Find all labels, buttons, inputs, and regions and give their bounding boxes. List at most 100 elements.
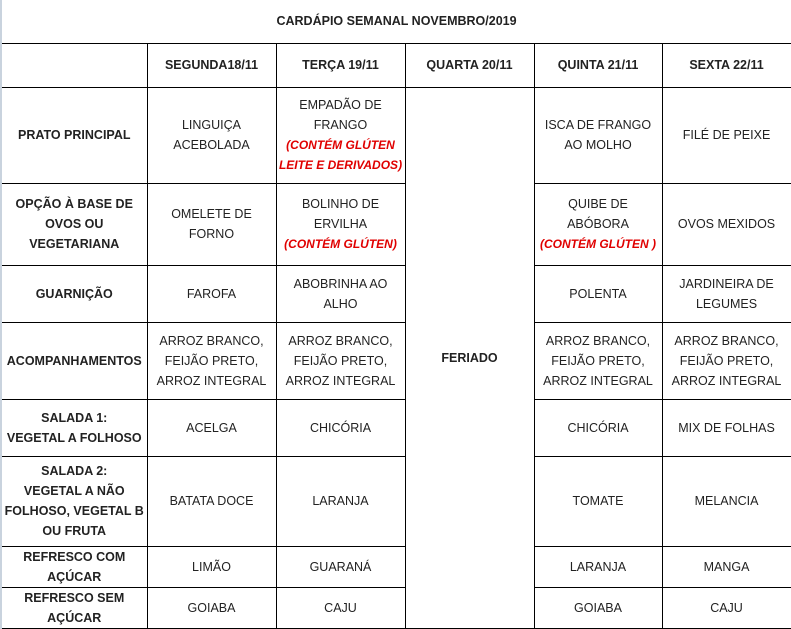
cell-text: LARANJA <box>569 559 627 574</box>
cell-text: LEGUMES <box>695 296 758 311</box>
cell-text: JARDINEIRA DE <box>679 276 774 291</box>
table-row: SALADA 2: VEGETAL A NÃO FOLHOSO, VEGETAL B… <box>0 455 791 547</box>
cell-text: ACELGA <box>186 420 237 435</box>
row-label: PRATO PRINCIPAL <box>0 86 148 184</box>
cell-text: OU FRUTA <box>42 524 107 538</box>
cell-text: CAJU <box>710 600 743 615</box>
column-header: SEXTA 22/11 <box>661 42 791 88</box>
cell-text: PRATO PRINCIPAL <box>17 128 131 142</box>
menu-cell: FAROFA <box>146 264 277 323</box>
menu-cell: BATATA DOCE <box>146 455 277 547</box>
menu-cell: LIMÃO <box>146 545 277 588</box>
menu-cell: LARANJA <box>275 455 406 547</box>
cell-text: ARROZ BRANCO, <box>159 333 264 348</box>
menu-cell: OVOS MEXIDOS <box>661 182 791 266</box>
table-row: OPÇÃO À BASE DE OVOS OU VEGETARIANA OMELETE… <box>0 182 791 266</box>
cell-text: ARROZ INTEGRAL <box>156 373 267 388</box>
row-label: ACOMPANHAMENTOS <box>0 321 148 400</box>
cell-text: FRANGO <box>313 118 368 132</box>
menu-cell: CHICÓRIA <box>533 398 663 457</box>
cell-text: ISCA DE FRANGO <box>544 118 652 132</box>
row-label: SALADA 1: VEGETAL A FOLHOSO <box>0 398 148 457</box>
cell-text: BATATA DOCE <box>169 494 254 508</box>
cell-text: FILÉ DE PEIXE <box>682 128 771 142</box>
menu-cell: ISCA DE FRANGO AO MOLHO <box>533 86 663 184</box>
menu-cell: CHICÓRIA <box>275 398 406 457</box>
table-row: REFRESCO SEM AÇÚCAR GOIABA CAJU GOIABA CAJU <box>0 586 791 629</box>
table-row: PRATO PRINCIPAL LINGUIÇA ACEBOLADA EMPADÃO … <box>0 86 791 629</box>
allergen-note: (CONTÉM GLÚTEN) <box>284 237 397 251</box>
menu-cell: JARDINEIRA DE LEGUMES <box>661 264 791 323</box>
cell-text: ERVILHA <box>313 217 368 231</box>
cell-text: GUARANÁ <box>309 559 372 574</box>
column-header <box>0 42 148 88</box>
cell-text: VEGETAL A FOLHOSO <box>6 430 142 445</box>
allergen-note: (CONTÉM GLÚTEN <box>286 138 395 152</box>
menu-cell: LINGUIÇA ACEBOLADA <box>146 86 277 184</box>
menu-cell: ARROZ BRANCO, FEIJÃO PRETO, ARROZ INTEGRAL <box>275 321 406 400</box>
holiday-cell: FERIADO <box>404 86 535 629</box>
row-label: SALADA 2: VEGETAL A NÃO FOLHOSO, VEGETAL B… <box>0 455 148 547</box>
menu-cell: GOIABA <box>146 586 277 629</box>
cell-text: REFRESCO SEM <box>24 590 125 605</box>
column-header: QUARTA 20/11 <box>404 42 535 88</box>
cell-text: OVOS MEXIDOS <box>677 217 776 231</box>
menu-cell: GOIABA <box>533 586 663 629</box>
cell-text: QUIBE DE ABÓBORA <box>567 197 629 231</box>
cell-text: ARROZ INTEGRAL <box>671 373 782 388</box>
cell-text: OMELETE DE FORNO <box>171 207 252 241</box>
cell-text: FEIJÃO PRETO, <box>293 353 388 368</box>
cell-text: AÇÚCAR <box>47 569 102 584</box>
cell-text: FOLHOSO, VEGETAL B <box>4 504 144 518</box>
cell-text: VEGETAL A NÃO <box>23 484 125 498</box>
cell-text: GUARNIÇÃO <box>35 286 113 301</box>
cell-text: LARANJA <box>312 494 369 508</box>
cell-text: TOMATE <box>572 494 624 508</box>
menu-cell: ARROZ BRANCO, FEIJÃO PRETO, ARROZ INTEGRAL <box>533 321 663 400</box>
menu-cell: POLENTA <box>533 264 663 323</box>
header-row: SEGUNDA18/11 TERÇA 19/11 QUARTA 20/11 QUINT… <box>0 42 791 88</box>
cell-text: SALADA 2: <box>41 464 108 478</box>
menu-cell: OMELETE DE FORNO <box>146 182 277 266</box>
allergen-note: (CONTÉM GLÚTEN ) <box>540 237 656 251</box>
cell-text: ARROZ INTEGRAL <box>285 373 396 388</box>
cell-text: ARROZ INTEGRAL <box>543 373 653 388</box>
row-label: REFRESCO COM AÇÚCAR <box>0 545 148 588</box>
menu-cell: MANGA <box>661 545 791 588</box>
cell-text: BOLINHO DE <box>301 197 380 211</box>
menu-cell: QUIBE DE ABÓBORA (CONTÉM GLÚTEN ) <box>533 182 663 266</box>
column-header: TERÇA 19/11 <box>275 42 406 88</box>
menu-cell: ARROZ BRANCO, FEIJÃO PRETO, ARROZ INTEGRAL <box>661 321 791 400</box>
cell-text: ACOMPANHAMENTOS <box>6 353 142 368</box>
menu-cell: FILÉ DE PEIXE <box>661 86 791 184</box>
cell-text: LIMÃO <box>192 559 231 574</box>
cell-text: FEIJÃO PRETO, <box>551 353 645 368</box>
cell-text: CAJU <box>324 600 357 615</box>
cell-text: ALHO <box>323 296 358 311</box>
cell-text: VEGETARIANA <box>29 237 120 251</box>
cell-text: OPÇÃO À BASE DE <box>15 197 133 211</box>
cell-text: CHICÓRIA <box>567 420 629 435</box>
cell-text: OVOS OU <box>45 217 104 231</box>
cell-text: MELANCIA <box>694 494 759 508</box>
cell-text: ABOBRINHA AO <box>293 276 388 291</box>
menu-cell: GUARANÁ <box>275 545 406 588</box>
cell-text: CHICÓRIA <box>309 420 372 435</box>
table-row: GUARNIÇÃO FAROFA ABOBRINHA AO ALHO POLENTA JA… <box>0 264 791 323</box>
menu-cell: LARANJA <box>533 545 663 588</box>
cell-text: AÇÚCAR <box>47 610 102 625</box>
row-label: REFRESCO SEM AÇÚCAR <box>0 586 148 629</box>
allergen-note: LEITE E DERIVADOS) <box>278 158 403 172</box>
cell-text: AO MOLHO <box>564 138 632 152</box>
table-row: ACOMPANHAMENTOS ARROZ BRANCO, FEIJÃO PRETO… <box>0 321 791 400</box>
cell-text: EMPADÃO DE <box>299 98 382 112</box>
menu-cell: CAJU <box>661 586 791 629</box>
cell-text: ARROZ BRANCO, <box>545 333 651 348</box>
menu-cell: ARROZ BRANCO, FEIJÃO PRETO, ARROZ INTEGRAL <box>146 321 277 400</box>
cell-text: GOIABA <box>574 600 622 615</box>
menu-cell: TOMATE <box>533 455 663 547</box>
menu-cell: BOLINHO DE ERVILHA (CONTÉM GLÚTEN) <box>275 182 406 266</box>
table-row: SALADA 1: VEGETAL A FOLHOSO ACELGA CHICÓRIA… <box>0 398 791 457</box>
menu-cell: ACELGA <box>146 398 277 457</box>
